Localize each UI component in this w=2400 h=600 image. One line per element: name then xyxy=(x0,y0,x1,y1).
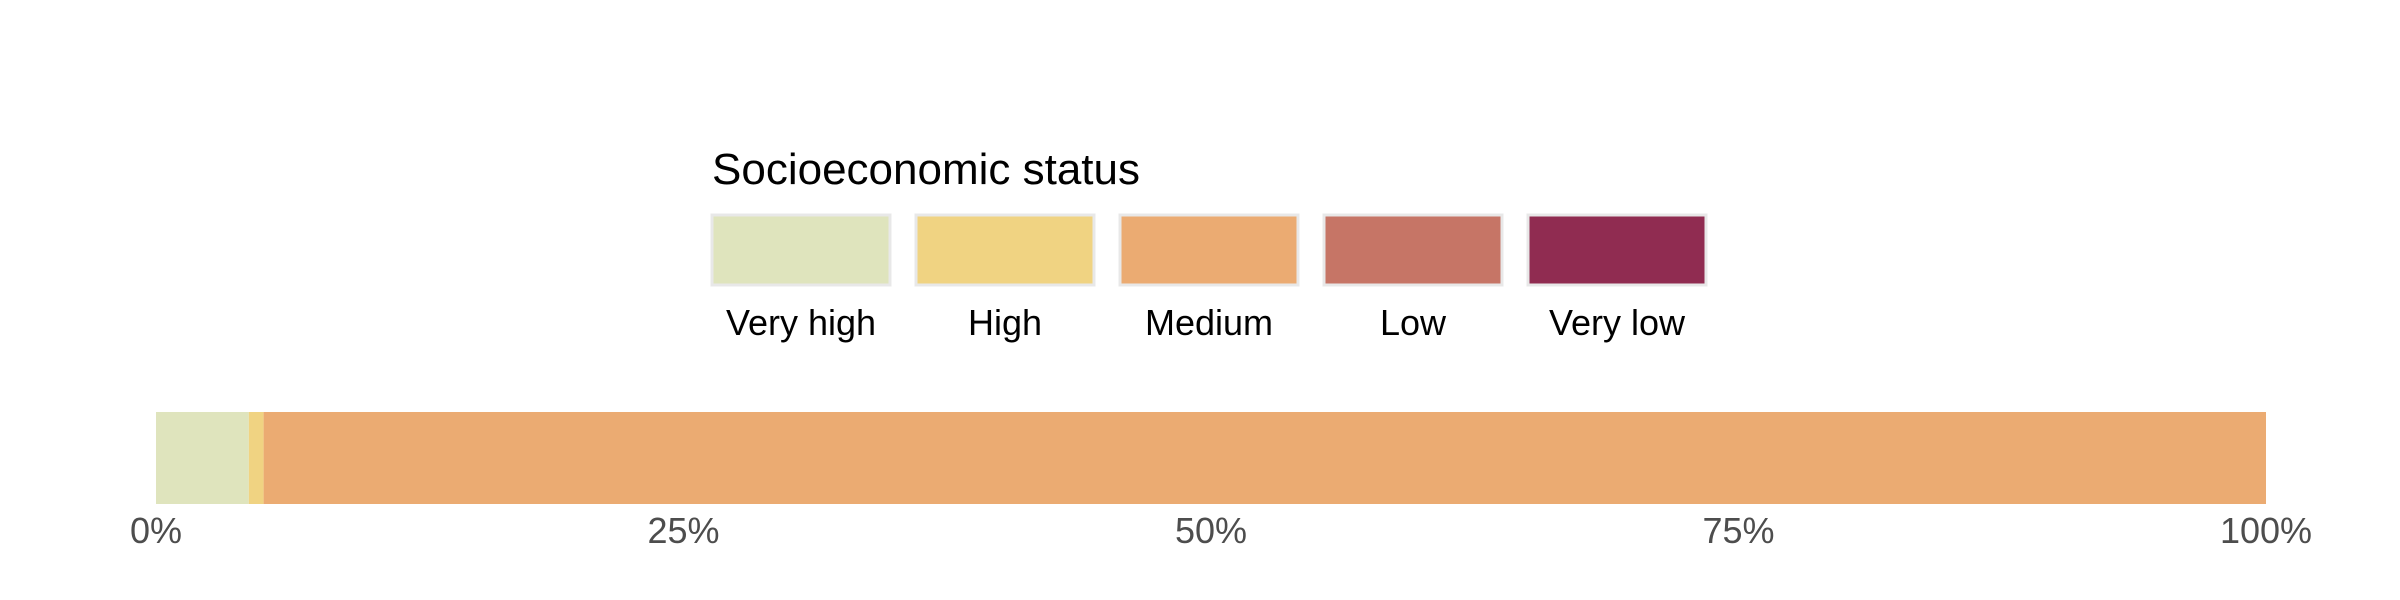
legend: Socioeconomic status Very high High Medium… xyxy=(710,145,1708,343)
bar-segment-medium xyxy=(263,412,2266,504)
legend-label-very-low: Very low xyxy=(1549,302,1686,343)
x-axis: 0% 25% 50% 75% 100% xyxy=(130,510,2312,551)
stacked-bar xyxy=(156,412,2266,504)
legend-swatch-high xyxy=(914,213,1096,287)
bar-segment-very-high xyxy=(156,412,249,504)
legend-swatch-very-high xyxy=(710,213,892,287)
legend-label-low: Low xyxy=(1380,302,1447,343)
legend-label-medium: Medium xyxy=(1145,302,1273,343)
bar-segment-high xyxy=(248,412,264,504)
legend-swatch-very-low xyxy=(1526,213,1708,287)
legend-swatch-medium xyxy=(1118,213,1300,287)
legend-swatch-low xyxy=(1322,213,1504,287)
x-tick-label: 75% xyxy=(1702,510,1774,551)
legend-label-high: High xyxy=(968,302,1042,343)
legend-title: Socioeconomic status xyxy=(712,145,1140,194)
x-tick-label: 50% xyxy=(1175,510,1247,551)
x-tick-label: 0% xyxy=(130,510,182,551)
legend-label-very-high: Very high xyxy=(726,302,876,343)
x-tick-label: 25% xyxy=(647,510,719,551)
x-tick-label: 100% xyxy=(2220,510,2312,551)
